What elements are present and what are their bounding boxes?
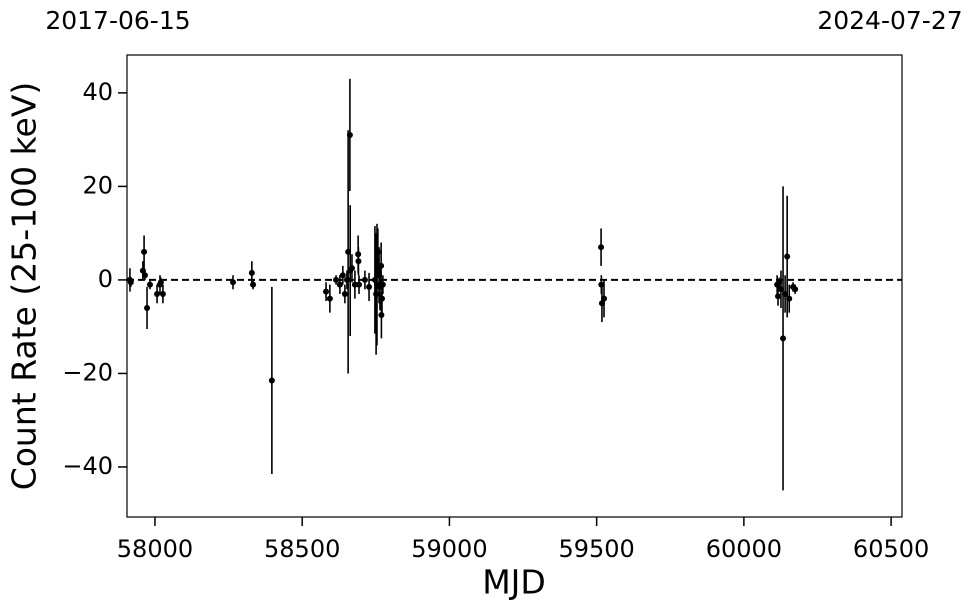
- data-point: [341, 290, 348, 297]
- data-point: [348, 265, 355, 272]
- data-point: [127, 279, 134, 286]
- x-tick-label: 58000: [117, 535, 193, 563]
- data-point: [343, 276, 350, 283]
- data-point: [378, 311, 385, 318]
- data-point: [356, 281, 363, 288]
- data-point: [154, 290, 161, 297]
- x-axis-label: MJD: [482, 563, 546, 602]
- x-tick-label: 59000: [411, 535, 487, 563]
- y-tick-label: −20: [62, 358, 113, 386]
- data-point: [346, 131, 353, 138]
- data-point: [355, 258, 362, 265]
- plot-frame: [126, 54, 903, 518]
- data-point: [775, 293, 782, 300]
- data-point: [141, 248, 148, 255]
- data-point: [361, 276, 368, 283]
- data-point: [351, 281, 358, 288]
- data-point: [268, 377, 275, 384]
- top-right-label: 2024-07-27: [817, 6, 962, 35]
- data-point: [784, 253, 791, 260]
- data-point: [333, 276, 340, 283]
- data-point: [373, 290, 380, 297]
- x-tick-label: 60500: [853, 535, 929, 563]
- data-point: [786, 295, 793, 302]
- y-tick-label: −40: [62, 452, 113, 480]
- data-point: [230, 279, 237, 286]
- x-tick-label: 58500: [264, 535, 340, 563]
- x-tick-label: 60000: [706, 535, 782, 563]
- data-point: [792, 286, 799, 293]
- y-tick-label: 0: [98, 265, 113, 293]
- data-point: [146, 281, 153, 288]
- data-point: [250, 281, 257, 288]
- x-tick-label: 59500: [558, 535, 634, 563]
- data-point: [326, 295, 333, 302]
- data-point: [598, 244, 605, 251]
- data-point: [378, 262, 385, 269]
- data-point: [336, 281, 343, 288]
- data-point: [323, 288, 330, 295]
- data-point: [780, 335, 787, 342]
- data-point: [157, 279, 164, 286]
- y-axis-label: Count Rate (25-100 keV): [5, 82, 44, 491]
- data-point: [601, 295, 608, 302]
- data-point: [339, 272, 346, 279]
- data-point: [374, 248, 381, 255]
- data-point: [141, 272, 148, 279]
- data-point: [144, 304, 151, 311]
- data-point: [378, 295, 385, 302]
- data-point: [248, 269, 255, 276]
- data-point: [366, 283, 373, 290]
- data-point: [159, 290, 166, 297]
- top-left-label: 2017-06-15: [45, 6, 190, 35]
- y-tick-label: 40: [82, 78, 113, 106]
- y-tick-label: 20: [82, 171, 113, 199]
- data-point: [379, 281, 386, 288]
